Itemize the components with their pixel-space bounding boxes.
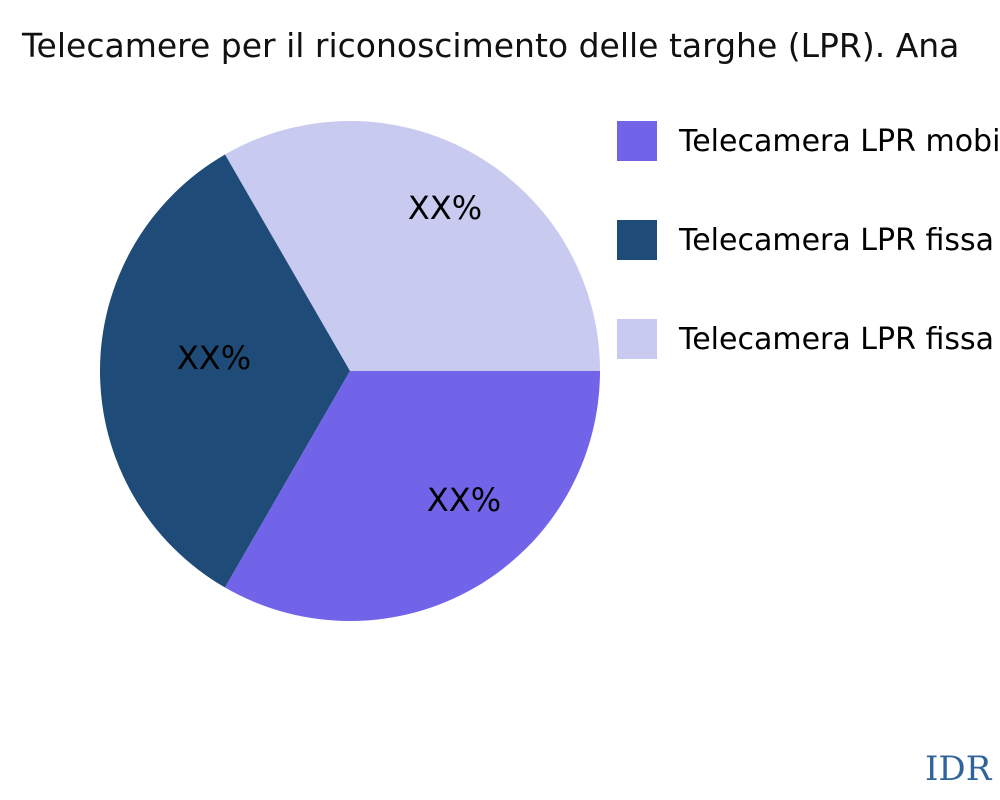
legend-item-fissa-light: Telecamera LPR fissa [617, 319, 1000, 359]
chart-title: Telecamere per il riconoscimento delle t… [22, 26, 960, 65]
legend-swatch-fissa-dark [617, 220, 657, 260]
pie-svg [100, 121, 600, 621]
legend-swatch-mobile [617, 121, 657, 161]
watermark-idr: IDR [925, 749, 992, 789]
slice-label-mobile: XX% [426, 481, 502, 519]
pie-slice-mobile [225, 371, 600, 621]
legend-label-fissa-dark: Telecamera LPR fissa [679, 222, 995, 258]
pie-slice-fissa-light [225, 121, 600, 371]
slice-label-fissa-light: XX% [407, 189, 483, 227]
pie-chart: XX% XX% XX% [100, 121, 600, 621]
slice-label-fissa-dark: XX% [176, 339, 252, 377]
legend-item-fissa-dark: Telecamera LPR fissa [617, 220, 1000, 260]
legend-label-fissa-light: Telecamera LPR fissa [679, 321, 995, 357]
legend-label-mobile: Telecamera LPR mobile [679, 123, 1000, 159]
legend-swatch-fissa-light [617, 319, 657, 359]
legend-item-mobile: Telecamera LPR mobile [617, 121, 1000, 161]
legend: Telecamera LPR mobile Telecamera LPR fis… [617, 121, 1000, 359]
